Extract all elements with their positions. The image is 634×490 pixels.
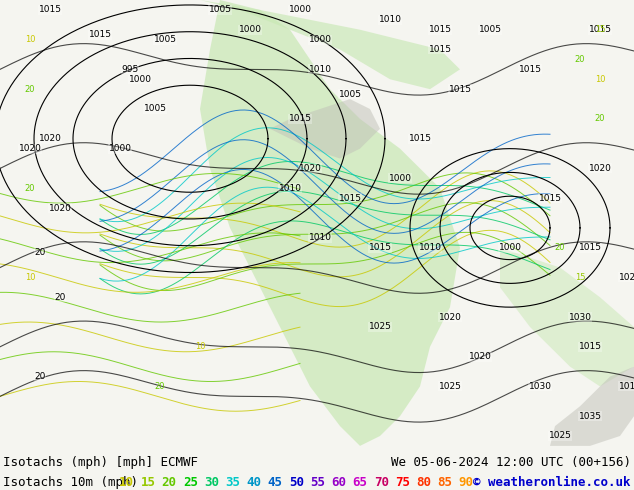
Text: 1030: 1030 — [529, 382, 552, 391]
Text: 35: 35 — [225, 476, 240, 489]
Text: 30: 30 — [204, 476, 219, 489]
Text: 15: 15 — [575, 273, 585, 282]
Text: 15: 15 — [141, 476, 155, 489]
Text: 20: 20 — [575, 55, 585, 64]
Text: 20: 20 — [55, 293, 66, 302]
Text: 1000: 1000 — [309, 35, 332, 44]
Text: 10: 10 — [25, 273, 36, 282]
Text: 20: 20 — [155, 382, 165, 391]
Text: 20: 20 — [34, 372, 46, 381]
Text: 20: 20 — [595, 114, 605, 123]
Text: 1020: 1020 — [49, 203, 72, 213]
Text: 1010: 1010 — [418, 243, 441, 252]
Text: © weatheronline.co.uk: © weatheronline.co.uk — [474, 476, 631, 489]
Text: 995: 995 — [121, 65, 139, 74]
Polygon shape — [200, 0, 460, 89]
Text: 1015: 1015 — [448, 85, 472, 94]
Text: 65: 65 — [353, 476, 368, 489]
Text: We 05-06-2024 12:00 UTC (00+156): We 05-06-2024 12:00 UTC (00+156) — [391, 456, 631, 468]
Text: 1020: 1020 — [588, 164, 611, 173]
Text: 1015: 1015 — [619, 382, 634, 391]
Text: 1005: 1005 — [153, 35, 176, 44]
Text: 20: 20 — [34, 248, 46, 257]
Text: Isotachs 10m (mph): Isotachs 10m (mph) — [3, 476, 138, 489]
Text: 1015: 1015 — [89, 30, 112, 39]
Text: 20: 20 — [25, 184, 36, 193]
Text: 1000: 1000 — [389, 174, 411, 183]
Text: 1000: 1000 — [498, 243, 522, 252]
Text: 70: 70 — [373, 476, 389, 489]
Text: 20: 20 — [25, 85, 36, 94]
Text: 1005: 1005 — [143, 104, 167, 114]
Text: 1025: 1025 — [548, 432, 571, 441]
Polygon shape — [550, 367, 634, 446]
Polygon shape — [500, 248, 634, 387]
Text: 1015: 1015 — [578, 343, 602, 351]
Text: 85: 85 — [437, 476, 452, 489]
Text: 90: 90 — [458, 476, 474, 489]
Text: 10: 10 — [595, 75, 605, 84]
Text: 1015: 1015 — [368, 243, 392, 252]
Text: 45: 45 — [268, 476, 283, 489]
Text: 1015: 1015 — [578, 243, 602, 252]
Text: 1015: 1015 — [429, 25, 451, 34]
Text: 1015: 1015 — [339, 194, 361, 203]
Text: 15: 15 — [595, 25, 605, 34]
Text: 20: 20 — [555, 243, 566, 252]
Text: 1035: 1035 — [578, 412, 602, 421]
Text: 1015: 1015 — [429, 45, 451, 54]
Text: 1010: 1010 — [309, 65, 332, 74]
Text: 1000: 1000 — [288, 5, 311, 14]
Text: Isotachs (mph) [mph] ECMWF: Isotachs (mph) [mph] ECMWF — [3, 456, 198, 468]
Text: 1010: 1010 — [278, 184, 302, 193]
Text: 60: 60 — [332, 476, 346, 489]
Text: 1020: 1020 — [469, 352, 491, 361]
Text: 1000: 1000 — [108, 144, 131, 153]
Text: 10: 10 — [195, 343, 205, 351]
Text: 1015: 1015 — [288, 114, 311, 123]
Text: 1005: 1005 — [479, 25, 501, 34]
Text: 55: 55 — [310, 476, 325, 489]
Text: 1015: 1015 — [588, 25, 612, 34]
Text: 1000: 1000 — [238, 25, 261, 34]
Text: 1015: 1015 — [408, 134, 432, 143]
Text: 1030: 1030 — [569, 313, 592, 321]
Text: 10: 10 — [119, 476, 134, 489]
Text: 1020: 1020 — [619, 273, 634, 282]
Text: 1025: 1025 — [439, 382, 462, 391]
Text: 1020: 1020 — [299, 164, 321, 173]
Text: 1020: 1020 — [39, 134, 61, 143]
Polygon shape — [200, 0, 460, 446]
Text: 1015: 1015 — [538, 194, 562, 203]
Text: 25: 25 — [183, 476, 198, 489]
Text: 1005: 1005 — [209, 5, 231, 14]
Text: 1015: 1015 — [519, 65, 541, 74]
Text: 1025: 1025 — [368, 322, 391, 332]
Text: 1000: 1000 — [129, 75, 152, 84]
Text: 75: 75 — [395, 476, 410, 489]
Text: 1005: 1005 — [339, 90, 361, 98]
Text: 1010: 1010 — [378, 15, 401, 24]
Text: 40: 40 — [247, 476, 261, 489]
Polygon shape — [270, 99, 380, 159]
Text: 1020: 1020 — [18, 144, 41, 153]
Text: 50: 50 — [289, 476, 304, 489]
Text: 80: 80 — [416, 476, 431, 489]
Text: 20: 20 — [162, 476, 177, 489]
Text: 1010: 1010 — [309, 233, 332, 243]
Text: 1015: 1015 — [39, 5, 61, 14]
Text: 10: 10 — [25, 35, 36, 44]
Text: 1020: 1020 — [439, 313, 462, 321]
